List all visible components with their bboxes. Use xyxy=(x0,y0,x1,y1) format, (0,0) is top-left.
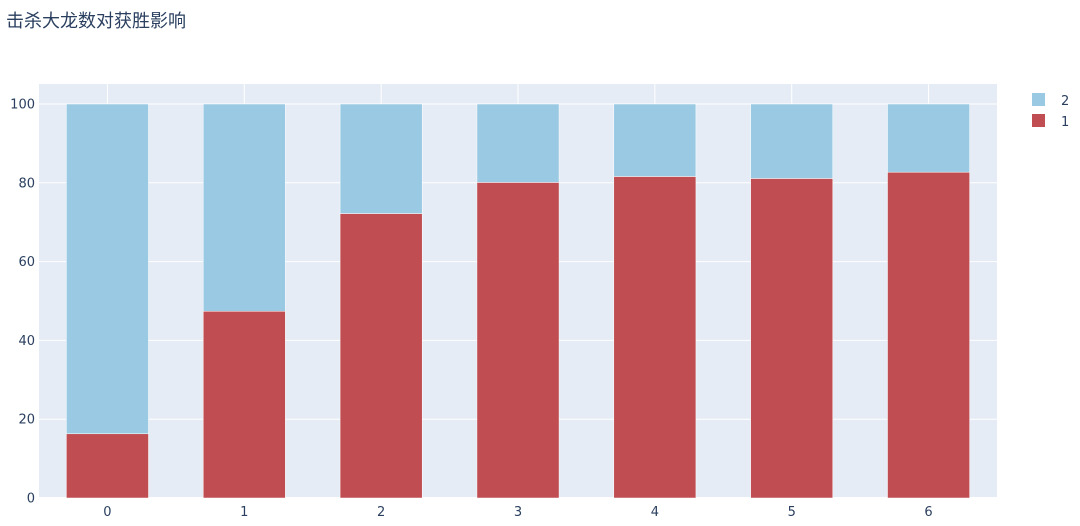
y-axis-ticks: 0 20 40 60 80 100 xyxy=(10,98,35,507)
x-tick-label: 1 xyxy=(240,505,248,520)
x-tick-label: 5 xyxy=(788,505,796,520)
y-tick-label: 100 xyxy=(10,98,35,113)
x-tick-label: 6 xyxy=(924,505,932,520)
bars xyxy=(66,103,970,499)
bar-series-1-5[interactable] xyxy=(750,178,834,499)
legend-item-2[interactable]: 2 xyxy=(1032,93,1069,109)
x-tick-label: 2 xyxy=(377,505,385,520)
chart-title: 击杀大龙数对获胜影响 xyxy=(6,11,186,32)
legend-label: 2 xyxy=(1061,94,1069,109)
legend-label: 1 xyxy=(1061,115,1069,130)
x-tick-label: 4 xyxy=(651,505,659,520)
legend-swatch xyxy=(1032,93,1045,106)
x-axis-ticks: 0 1 2 3 4 5 6 xyxy=(103,505,932,520)
bar-series-2-2[interactable] xyxy=(339,103,423,214)
legend-swatch xyxy=(1032,114,1045,127)
legend[interactable]: 21 xyxy=(1032,93,1069,130)
y-tick-label: 20 xyxy=(18,413,35,428)
bar-series-2-3[interactable] xyxy=(476,103,560,183)
bar-series-1-1[interactable] xyxy=(202,310,286,499)
legend-item-1[interactable]: 1 xyxy=(1032,114,1069,130)
bar-series-1-6[interactable] xyxy=(887,171,970,499)
y-tick-label: 80 xyxy=(18,176,35,191)
bar-series-1-3[interactable] xyxy=(476,182,560,499)
bar-series-1-0[interactable] xyxy=(66,433,149,499)
bar-series-2-1[interactable] xyxy=(202,103,286,312)
bar-series-2-6[interactable] xyxy=(887,103,970,173)
x-tick-label: 0 xyxy=(103,505,111,520)
bar-series-2-5[interactable] xyxy=(750,103,834,179)
bar-series-1-4[interactable] xyxy=(613,176,697,499)
y-tick-label: 60 xyxy=(18,255,35,270)
y-tick-label: 0 xyxy=(27,492,35,507)
bar-series-2-0[interactable] xyxy=(66,103,149,435)
bar-series-1-2[interactable] xyxy=(339,213,423,499)
bar-series-2-4[interactable] xyxy=(613,103,697,177)
x-tick-label: 3 xyxy=(514,505,522,520)
y-tick-label: 40 xyxy=(18,334,35,349)
